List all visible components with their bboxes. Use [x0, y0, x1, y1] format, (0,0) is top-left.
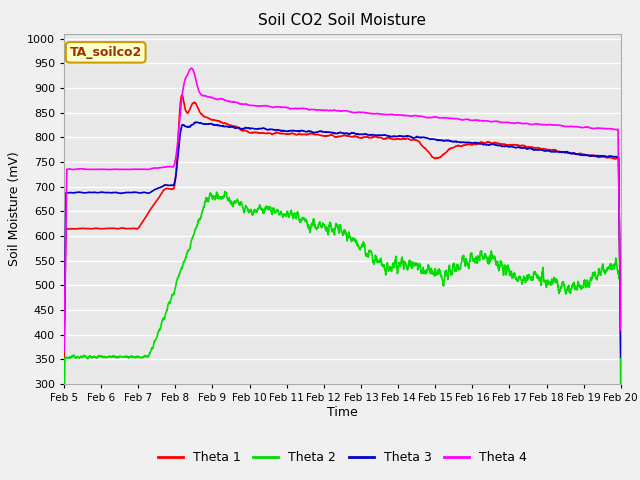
X-axis label: Time: Time: [327, 406, 358, 419]
Text: TA_soilco2: TA_soilco2: [70, 46, 142, 59]
Title: Soil CO2 Soil Moisture: Soil CO2 Soil Moisture: [259, 13, 426, 28]
Y-axis label: Soil Moisture (mV): Soil Moisture (mV): [8, 151, 21, 266]
Legend: Theta 1, Theta 2, Theta 3, Theta 4: Theta 1, Theta 2, Theta 3, Theta 4: [153, 446, 532, 469]
